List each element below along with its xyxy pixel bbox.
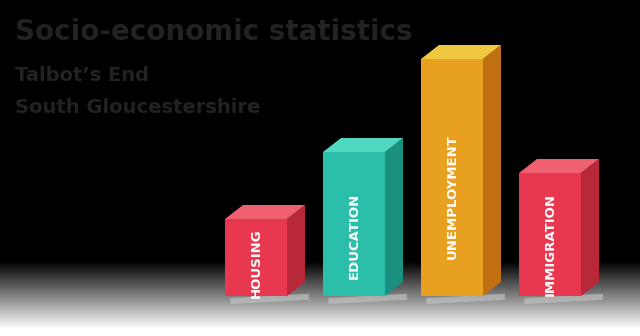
Polygon shape (287, 205, 305, 296)
Polygon shape (328, 294, 407, 304)
Polygon shape (519, 173, 581, 296)
Text: South Gloucestershire: South Gloucestershire (15, 98, 260, 117)
Text: Talbot’s End: Talbot’s End (15, 66, 149, 85)
Text: UNEMPLOYMENT: UNEMPLOYMENT (445, 134, 458, 259)
Polygon shape (421, 45, 501, 59)
Text: HOUSING: HOUSING (250, 229, 262, 298)
Text: EDUCATION: EDUCATION (348, 193, 360, 279)
Polygon shape (483, 45, 501, 296)
Polygon shape (385, 138, 403, 296)
Polygon shape (225, 205, 305, 219)
Polygon shape (524, 294, 603, 304)
Polygon shape (421, 59, 483, 296)
Polygon shape (426, 294, 505, 304)
Text: Socio-economic statistics: Socio-economic statistics (15, 18, 413, 46)
Polygon shape (225, 219, 287, 296)
Polygon shape (323, 152, 385, 296)
Polygon shape (323, 138, 403, 152)
Polygon shape (519, 159, 599, 173)
Polygon shape (581, 159, 599, 296)
Text: IMMIGRATION: IMMIGRATION (543, 193, 557, 296)
Polygon shape (230, 294, 309, 304)
